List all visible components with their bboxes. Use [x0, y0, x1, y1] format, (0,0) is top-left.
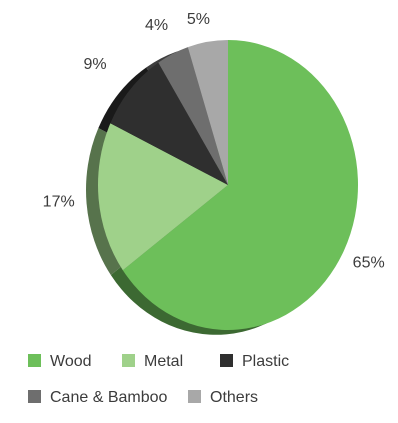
legend-swatch: [28, 354, 41, 367]
legend-swatch: [122, 354, 135, 367]
pie-slice-plastic: [110, 62, 228, 185]
legend-swatch: [220, 354, 233, 367]
value-label-metal: 17%: [43, 193, 75, 210]
value-label-cane-bamboo: 4%: [145, 17, 168, 34]
pie-slices: [85, 40, 359, 335]
legend-swatch: [28, 390, 41, 403]
legend-item-cane-bamboo: Cane & Bamboo: [28, 389, 168, 406]
legend-item-plastic: Plastic: [220, 353, 289, 370]
legend-swatch: [188, 390, 201, 403]
legend-item-metal: Metal: [122, 353, 183, 370]
pie-slice-others: [187, 40, 228, 185]
legend-label: Metal: [144, 353, 183, 370]
value-label-wood: 65%: [353, 255, 385, 272]
pie-slice-cane-bamboo: [158, 47, 228, 185]
value-label-plastic: 9%: [84, 56, 107, 73]
pie-slice-wood: [122, 40, 359, 331]
legend-label: Others: [210, 389, 258, 406]
legend-label: Wood: [50, 353, 92, 370]
value-label-others: 5%: [187, 11, 210, 28]
legend-item-others: Others: [188, 389, 258, 406]
legend: Wood Metal Plastic Cane & Bamboo Others: [28, 353, 289, 406]
legend-item-wood: Wood: [28, 353, 92, 370]
legend-label: Plastic: [242, 353, 289, 370]
pie-slice-metal: [97, 123, 229, 271]
pie-value-labels: 65% 17% 9% 4% 5%: [43, 11, 385, 272]
legend-label: Cane & Bamboo: [50, 389, 168, 406]
